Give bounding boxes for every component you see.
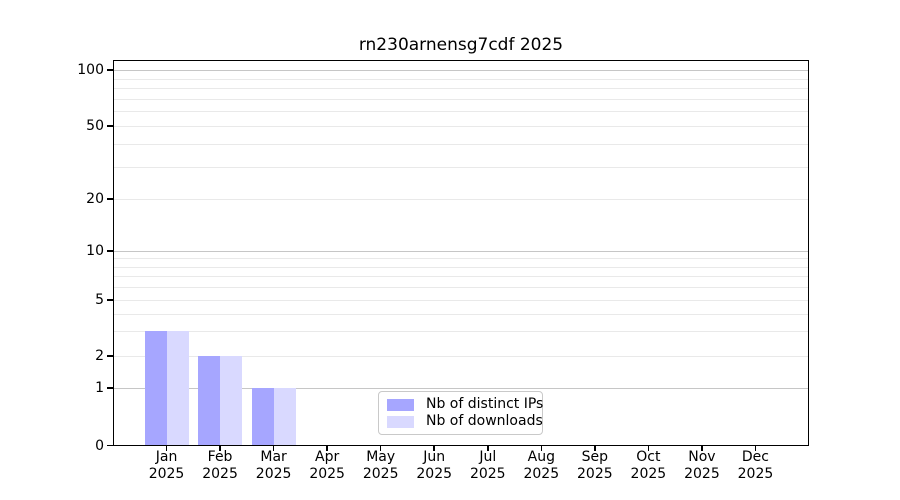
y-tick-label-50: 50	[86, 118, 104, 134]
legend-swatch-distinct-ips	[387, 398, 414, 411]
x-tick-label-aug: Aug 2025	[523, 449, 560, 482]
gridline-minor-5	[113, 300, 809, 301]
legend-item-downloads: Nb of downloads	[387, 413, 543, 430]
x-tick-label-oct: Oct 2025	[630, 449, 667, 482]
x-tick-sep	[594, 445, 596, 451]
x-tick-label-may: May 2025	[362, 449, 399, 482]
gridline-major-100	[113, 70, 809, 71]
bar-downloads-mar	[273, 388, 296, 446]
bar-downloads-feb	[220, 356, 243, 446]
gridline-minor-20	[113, 199, 809, 200]
bar-distinct-ips-mar	[251, 388, 274, 446]
gridline-minor-50	[113, 126, 809, 127]
y-tick-label-100: 100	[77, 62, 104, 78]
x-tick-label-feb: Feb 2025	[202, 449, 238, 482]
x-tick-oct	[647, 445, 650, 451]
y-tick-label-1: 1	[95, 380, 104, 396]
x-tick-apr	[326, 445, 328, 451]
x-tick-feb	[219, 445, 221, 451]
bar-distinct-ips-jan	[144, 331, 167, 446]
y-tick-label-2: 2	[95, 348, 104, 364]
x-tick-label-apr: Apr 2025	[309, 449, 345, 482]
y-tick-100	[106, 69, 113, 71]
y-tick-5	[106, 299, 113, 301]
chart-title: rn230arnensg7cdf 2025	[358, 35, 564, 55]
legend-swatch-downloads	[387, 415, 414, 428]
legend-label-distinct-ips: Nb of distinct IPs	[426, 396, 544, 412]
y-tick-0	[106, 444, 113, 447]
legend-item-distinct-ips: Nb of distinct IPs	[387, 396, 543, 413]
y-tick-2	[106, 355, 113, 357]
gridline-minor-8	[113, 266, 809, 268]
gridline-minor-2	[113, 356, 809, 357]
y-tick-label-5: 5	[95, 292, 104, 308]
x-tick-label-jul: Jul 2025	[469, 449, 506, 482]
x-tick-label-sep: Sep 2025	[577, 449, 613, 482]
gridline-minor-70	[113, 98, 809, 100]
plot-area	[113, 60, 809, 446]
legend: Nb of distinct IPs Nb of downloads	[378, 391, 543, 435]
y-tick-label-20: 20	[86, 191, 104, 207]
x-tick-dec	[754, 445, 757, 451]
gridline-minor-60	[113, 111, 809, 113]
y-tick-1	[106, 387, 113, 389]
gridline-major-10	[113, 251, 809, 252]
x-tick-label-dec: Dec 2025	[737, 449, 774, 482]
legend-label-downloads: Nb of downloads	[426, 413, 543, 429]
x-tick-jul	[487, 445, 489, 451]
x-tick-label-mar: Mar 2025	[255, 449, 292, 482]
y-tick-10	[106, 250, 113, 252]
x-tick-label-jun: Jun 2025	[416, 449, 453, 482]
x-tick-jan	[165, 445, 168, 451]
y-tick-label-10: 10	[86, 243, 104, 259]
x-tick-mar	[272, 445, 275, 451]
gridline-minor-3	[113, 331, 809, 333]
y-tick-20	[106, 198, 113, 200]
gridline-minor-30	[113, 166, 809, 168]
bar-downloads-jan	[166, 331, 189, 446]
gridline-minor-90	[113, 78, 809, 80]
gridline-minor-6	[113, 287, 809, 289]
gridline-minor-7	[113, 276, 809, 278]
gridline-minor-40	[113, 143, 809, 145]
gridline-minor-80	[113, 88, 809, 90]
y-tick-50	[106, 125, 113, 127]
x-tick-may	[379, 445, 382, 451]
x-tick-label-nov: Nov 2025	[684, 449, 720, 482]
x-tick-nov	[701, 445, 703, 451]
y-tick-label-0: 0	[95, 437, 104, 454]
x-tick-aug	[540, 445, 543, 451]
gridline-minor-9	[113, 258, 809, 260]
x-tick-label-jan: Jan 2025	[148, 449, 185, 482]
gridline-major-1	[113, 388, 809, 389]
x-tick-jun	[433, 445, 435, 451]
gridline-minor-4	[113, 313, 809, 315]
bar-distinct-ips-feb	[198, 356, 221, 446]
